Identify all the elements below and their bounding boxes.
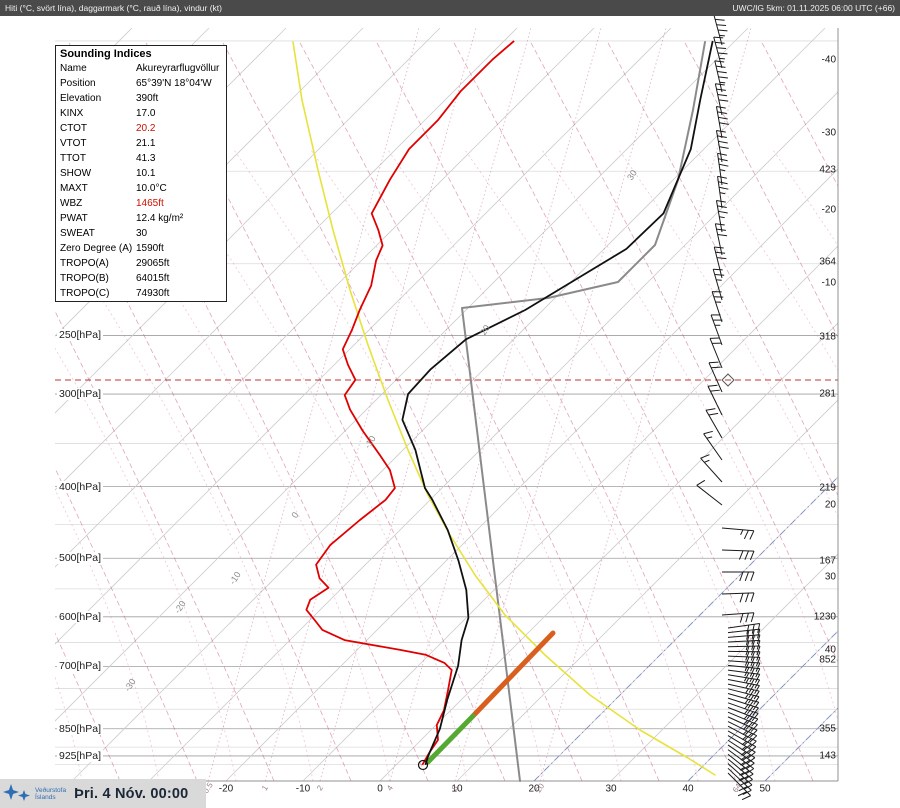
- temperature-curve: [401, 40, 714, 766]
- index-value: 74930ft: [136, 288, 170, 299]
- indices-row: Elevation 390ft: [56, 91, 226, 106]
- index-value: 1590ft: [136, 243, 164, 254]
- vedurstofa-logo-icon: [3, 783, 30, 801]
- indices-row: MAXT 10.0°C: [56, 181, 226, 196]
- indices-row: CTOT 20.2: [56, 121, 226, 136]
- indices-row: SHOW 10.1: [56, 166, 226, 181]
- indices-row: KINX 17.0: [56, 106, 226, 121]
- index-label: SWEAT: [60, 228, 95, 239]
- indices-row: Name Akureyrarflugvöllur: [56, 61, 226, 76]
- indices-row: VTOT 21.1: [56, 136, 226, 151]
- indices-row: TROPO(C) 74930ft: [56, 286, 226, 301]
- index-label: CTOT: [60, 123, 88, 134]
- indices-rows: Name Akureyrarflugvöllur Position 65°39'N 1…: [56, 61, 226, 301]
- station-circle: [417, 759, 429, 771]
- shear-orange: [470, 630, 556, 719]
- index-label: SHOW: [60, 168, 92, 179]
- indices-row: TTOT 41.3: [56, 151, 226, 166]
- sounding-indices-panel: Sounding Indices Name Akureyrarflugvöllur…: [55, 45, 227, 302]
- index-value: 390ft: [136, 93, 159, 104]
- index-label: VTOT: [60, 138, 87, 149]
- wind-barbs: [696, 13, 761, 801]
- panel-title: Sounding Indices: [60, 48, 152, 60]
- index-label: Elevation: [60, 93, 102, 104]
- indices-row: Zero Degree (A) 1590ft: [56, 241, 226, 256]
- index-label: TTOT: [60, 153, 86, 164]
- indices-row: SWEAT 30: [56, 226, 226, 241]
- org-name: Veðurstofa Íslands: [35, 787, 66, 801]
- index-label: PWAT: [60, 213, 88, 224]
- index-label: Zero Degree (A): [60, 243, 133, 254]
- dewpoint-curve: [305, 40, 515, 766]
- indices-row: PWAT 12.4 kg/m²: [56, 211, 226, 226]
- index-label: KINX: [60, 108, 84, 119]
- index-label: TROPO(C): [60, 288, 110, 299]
- indices-row: TROPO(B) 64015ft: [56, 271, 226, 286]
- index-label: Position: [60, 78, 96, 89]
- index-value: 1465ft: [136, 198, 164, 209]
- top-bar: Hiti (°C, svört lína), daggarmark (°C, r…: [0, 0, 900, 16]
- tropopause-diamond: [721, 373, 735, 387]
- model-run-text: UWC/IG 5km: 01.11.2025 06:00 UTC (+66): [732, 3, 895, 13]
- index-value: 17.0: [136, 108, 156, 119]
- index-value: 30: [136, 228, 148, 239]
- index-value: Akureyrarflugvöllur: [136, 63, 220, 74]
- index-label: Name: [60, 63, 87, 74]
- index-label: TROPO(A): [60, 258, 109, 269]
- index-value: 20.2: [136, 123, 156, 134]
- indices-row: Position 65°39'N 18°04'W: [56, 76, 226, 91]
- indices-row: TROPO(A) 29065ft: [56, 256, 226, 271]
- index-value: 65°39'N 18°04'W: [136, 78, 212, 89]
- org-line2: Íslands: [35, 793, 56, 801]
- reference-yellow: [292, 41, 716, 776]
- indices-row: WBZ 1465ft: [56, 196, 226, 211]
- index-label: TROPO(B): [60, 273, 109, 284]
- shear-green: [425, 713, 476, 765]
- index-value: 29065ft: [136, 258, 170, 269]
- bottom-bar: Veðurstofa Íslands Þri. 4 Nóv. 00:00: [0, 779, 206, 808]
- index-value: 10.1: [136, 168, 156, 179]
- index-value: 64015ft: [136, 273, 170, 284]
- index-value: 12.4 kg/m²: [136, 213, 184, 224]
- valid-time-label: Þri. 4 Nóv. 00:00: [74, 785, 189, 802]
- parcel-gray: [461, 41, 706, 782]
- legend-text: Hiti (°C, svört lína), daggarmark (°C, r…: [5, 3, 222, 13]
- index-value: 41.3: [136, 153, 156, 164]
- index-value: 21.1: [136, 138, 156, 149]
- index-label: MAXT: [60, 183, 88, 194]
- index-label: WBZ: [60, 198, 83, 209]
- org-line1: Veðurstofa: [35, 786, 67, 794]
- index-value: 10.0°C: [136, 183, 167, 194]
